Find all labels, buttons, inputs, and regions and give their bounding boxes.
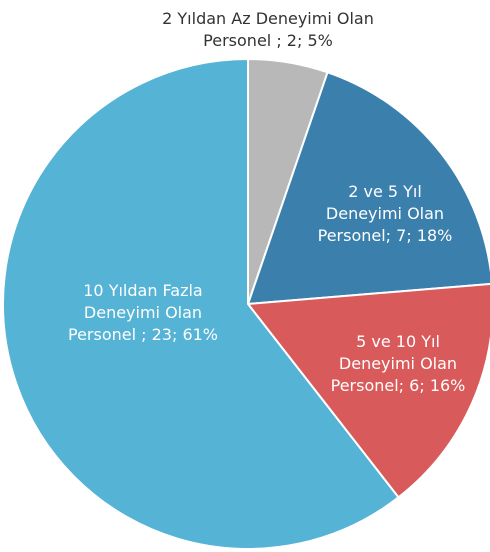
slice-label: 10 Yıldan Fazla Deneyimi Olan Personel ;…: [67, 281, 218, 344]
slice-label: 2 Yıldan Az Deneyimi Olan Personel ; 2; …: [162, 9, 374, 50]
slice-label: 5 ve 10 Yıl Deneyimi Olan Personel; 6; 1…: [330, 332, 466, 395]
slice-label: 2 ve 5 Yıl Deneyimi Olan Personel; 7; 18…: [317, 182, 453, 245]
pie-slice: [246, 282, 490, 499]
pie-slice: [246, 71, 490, 306]
pie-slice: [2, 57, 400, 550]
